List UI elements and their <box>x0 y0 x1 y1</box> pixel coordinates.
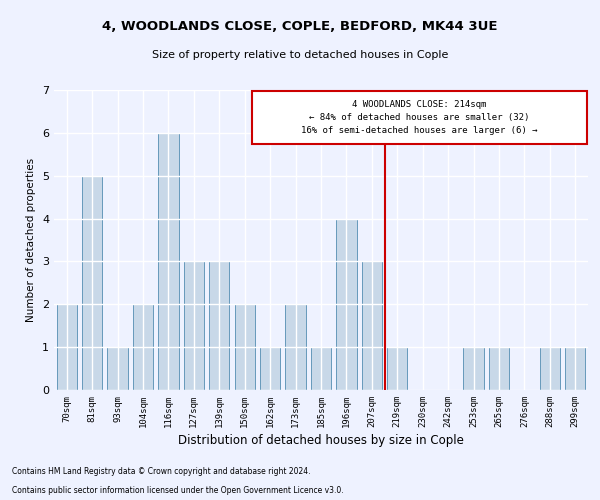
Bar <box>539 347 560 390</box>
FancyBboxPatch shape <box>253 91 587 144</box>
Bar <box>56 304 77 390</box>
Bar <box>286 304 306 390</box>
Bar <box>107 347 128 390</box>
Text: 4, WOODLANDS CLOSE, COPLE, BEDFORD, MK44 3UE: 4, WOODLANDS CLOSE, COPLE, BEDFORD, MK44… <box>102 20 498 33</box>
Bar <box>362 262 382 390</box>
Bar <box>184 262 204 390</box>
Bar <box>311 347 331 390</box>
Bar <box>209 262 229 390</box>
Bar <box>463 347 484 390</box>
Bar <box>387 347 407 390</box>
Bar <box>565 347 586 390</box>
Text: Contains public sector information licensed under the Open Government Licence v3: Contains public sector information licen… <box>12 486 344 495</box>
Bar <box>158 133 179 390</box>
Bar <box>133 304 153 390</box>
Bar <box>260 347 280 390</box>
Text: Size of property relative to detached houses in Cople: Size of property relative to detached ho… <box>152 50 448 60</box>
Text: Contains HM Land Registry data © Crown copyright and database right 2024.: Contains HM Land Registry data © Crown c… <box>12 467 311 476</box>
Bar <box>82 176 103 390</box>
Bar <box>336 218 356 390</box>
Bar <box>489 347 509 390</box>
Text: 4 WOODLANDS CLOSE: 214sqm
← 84% of detached houses are smaller (32)
16% of semi-: 4 WOODLANDS CLOSE: 214sqm ← 84% of detac… <box>301 100 538 135</box>
X-axis label: Distribution of detached houses by size in Cople: Distribution of detached houses by size … <box>178 434 464 447</box>
Bar <box>235 304 255 390</box>
Y-axis label: Number of detached properties: Number of detached properties <box>26 158 37 322</box>
